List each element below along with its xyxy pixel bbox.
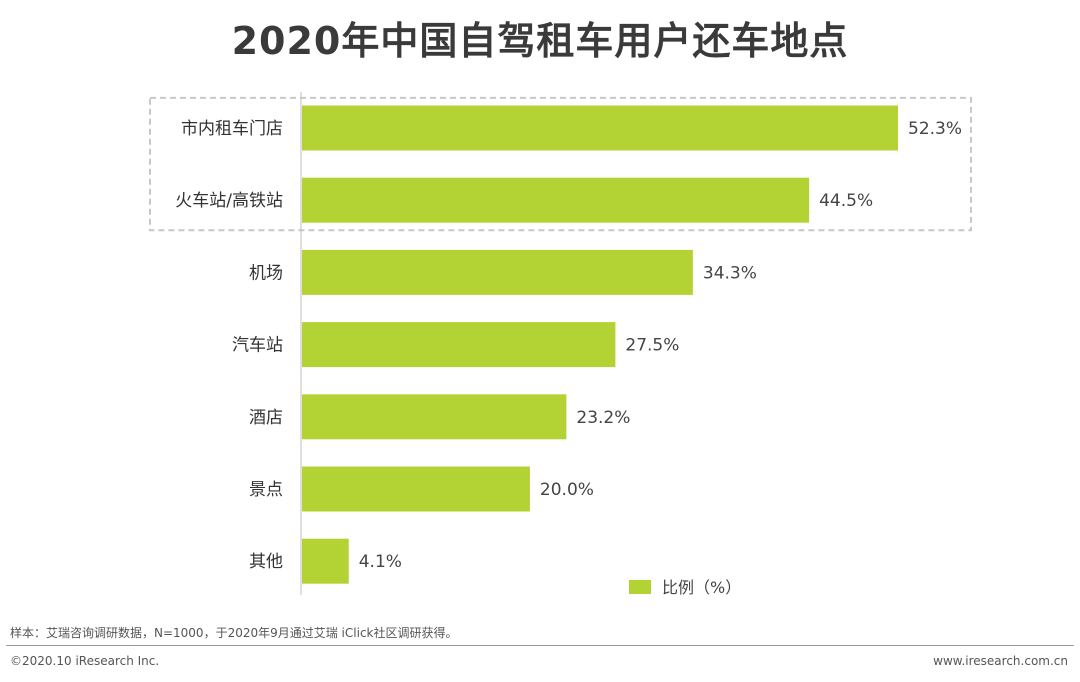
- category-label-1: 市内租车门店: [181, 119, 283, 139]
- bar-5: [302, 394, 567, 440]
- value-label-3: 34.3%: [703, 263, 757, 283]
- value-label-2: 44.5%: [819, 191, 873, 211]
- footer-divider: [6, 645, 1074, 646]
- bar-1: [302, 105, 898, 151]
- value-label-5: 23.2%: [576, 408, 630, 428]
- category-label-7: 其他: [249, 552, 283, 572]
- legend-label: 比例（%）: [662, 578, 741, 597]
- bar-4: [302, 322, 616, 368]
- value-label-4: 27.5%: [625, 336, 679, 356]
- value-label-6: 20.0%: [540, 480, 594, 500]
- category-label-6: 景点: [249, 480, 283, 500]
- source-note: 样本：艾瑞咨询调研数据，N=1000，于2020年9月通过艾瑞 iClick社区…: [10, 626, 458, 640]
- highlight-box: [149, 96, 972, 232]
- website-link[interactable]: www.iresearch.com.cn: [933, 654, 1068, 668]
- bar-3: [302, 249, 693, 295]
- chart-plot-area: 市内租车门店 52.3% 火车站/高铁站 44.5% 机场 34.3% 汽车站 27.5% 酒店…: [149, 92, 972, 597]
- chart-title: 2020年中国自驾租车用户还车地点: [231, 19, 849, 63]
- legend-swatch: [629, 580, 651, 594]
- category-label-3: 机场: [249, 263, 283, 283]
- value-label-7: 4.1%: [359, 552, 402, 572]
- copyright-text: ©2020.10 iResearch Inc.: [10, 654, 160, 668]
- bar-7: [302, 538, 349, 584]
- bar-chart: 市内租车门店 52.3% 火车站/高铁站 44.5% 机场 34.3% 汽车站 27.5% 酒店…: [149, 92, 972, 597]
- category-label-4: 汽车站: [232, 336, 283, 356]
- value-label-1: 52.3%: [908, 119, 962, 139]
- category-label-2: 火车站/高铁站: [175, 191, 283, 211]
- bar-6: [302, 466, 530, 512]
- bar-2: [302, 177, 810, 223]
- category-label-5: 酒店: [249, 408, 283, 428]
